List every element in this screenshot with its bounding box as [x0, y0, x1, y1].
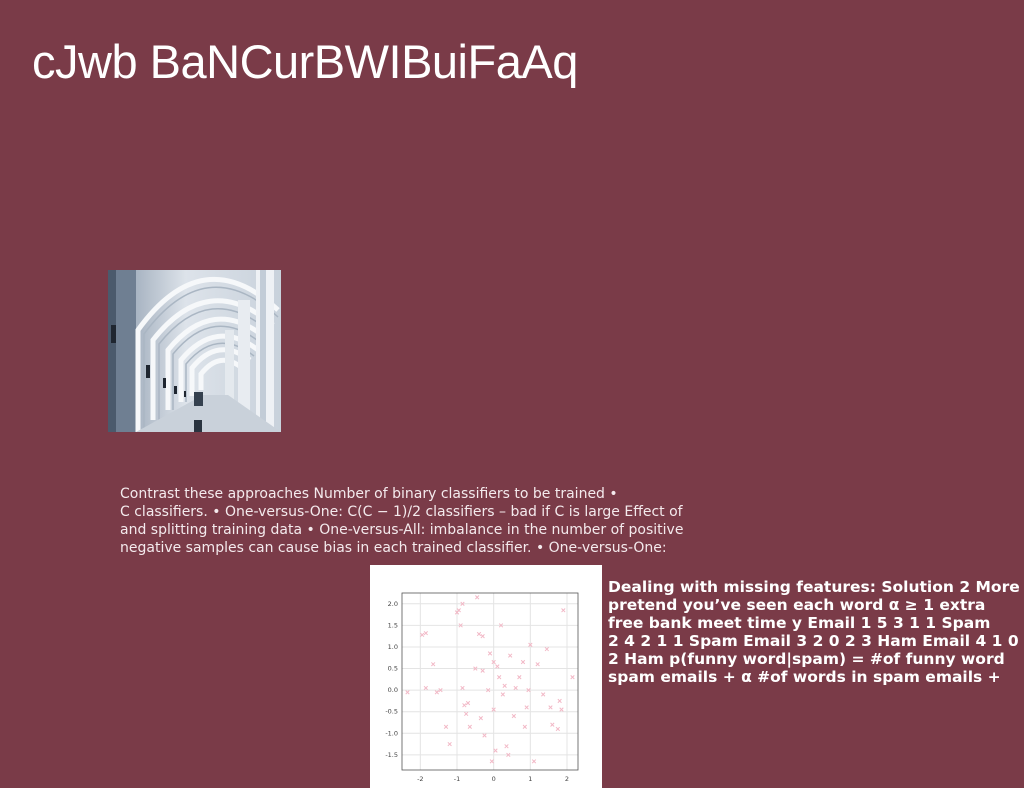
data-point [478, 716, 483, 721]
data-point [489, 759, 494, 764]
data-point [480, 668, 485, 673]
side-text-line: 2 Ham p(funny word|spam) = #of funny wor… [608, 650, 1005, 668]
side-text-line: 2 4 2 1 1 Spam Email 3 2 0 2 3 Ham Email… [608, 632, 1019, 650]
data-point [487, 651, 493, 656]
side-text-block: Dealing with missing features: Solution … [608, 578, 1024, 686]
data-point [557, 698, 562, 704]
y-tick-label: 0.0 [388, 686, 398, 694]
x-tick-label: 2 [565, 775, 569, 783]
x-tick-label: -2 [417, 775, 423, 783]
side-text-line: spam emails + α #of words in spam emails… [608, 668, 1001, 686]
slide-title: cJwb BaNCurBWIBuiFaAq [32, 35, 578, 88]
data-point [522, 724, 527, 729]
data-point [460, 601, 465, 606]
data-point [473, 666, 478, 671]
data-point [500, 692, 505, 697]
data-point [550, 722, 555, 727]
data-point [524, 705, 529, 710]
scatter-plot-image: -2 -1 0 1 2 2.0 1.5 1.0 0.5 0.0 -0.5 -1.0 -1.5 [370, 565, 602, 788]
data-point [508, 653, 513, 658]
data-point [486, 687, 491, 693]
data-point [531, 759, 537, 764]
data-point [555, 726, 560, 732]
data-point [526, 687, 531, 693]
data-point [498, 623, 504, 628]
paragraph-line: C classifiers. • One-versus-One: C(C − 1… [120, 504, 683, 520]
y-tick-label: 1.0 [388, 643, 398, 651]
paragraph-line: negative samples can cause bias in each … [120, 540, 667, 556]
data-point [513, 685, 518, 691]
data-point [423, 630, 428, 636]
y-tick-label: 0.5 [388, 665, 398, 673]
data-point [465, 700, 471, 706]
data-point [420, 632, 425, 638]
data-point [493, 748, 498, 753]
data-point [528, 642, 533, 647]
data-point [517, 675, 522, 680]
data-point [423, 685, 428, 691]
data-point [438, 687, 443, 693]
data-point [431, 662, 436, 667]
data-point [491, 659, 496, 665]
data-point [548, 705, 553, 710]
y-tick-label: -0.5 [385, 708, 398, 716]
data-point [460, 685, 465, 691]
paragraph-line: Contrast these approaches Number of bina… [120, 486, 618, 502]
data-point [447, 741, 452, 747]
data-point [482, 733, 487, 738]
y-tick-label: -1.5 [385, 751, 398, 759]
data-point [480, 634, 485, 639]
data-point [491, 707, 496, 712]
data-point [497, 675, 502, 680]
scatter-plot: -2 -1 0 1 2 2.0 1.5 1.0 0.5 0.0 -0.5 -1.0 -1.5 [385, 592, 579, 783]
side-text-line: pretend you’ve seen each word α ≥ 1 extr… [608, 596, 986, 614]
data-point [458, 623, 463, 628]
data-point [495, 664, 500, 669]
paragraph-line: and splitting training data • One-versus… [120, 522, 684, 538]
y-tick-label: 1.5 [388, 621, 398, 629]
data-point [535, 662, 540, 667]
side-text-line: free bank meet time y Email 1 5 3 1 1 Sp… [608, 614, 991, 632]
data-point [434, 690, 439, 695]
data-point [559, 707, 564, 712]
data-point [476, 631, 482, 637]
x-tick-label: -1 [454, 775, 460, 783]
side-text-line: Dealing with missing features: Solution … [608, 578, 1020, 596]
data-point [456, 608, 461, 613]
data-point [504, 744, 509, 749]
data-point [544, 646, 549, 652]
plot-frame [401, 592, 579, 771]
data-point [443, 724, 449, 729]
data-point [405, 690, 410, 695]
data-point [511, 713, 516, 719]
x-tick-label: 0 [492, 775, 496, 783]
data-point [570, 675, 575, 680]
data-point [475, 595, 480, 600]
body-paragraph: Contrast these approaches Number of bina… [120, 485, 710, 557]
data-point [462, 703, 467, 708]
data-point [467, 724, 472, 729]
data-point [502, 683, 507, 688]
data-point [520, 659, 526, 665]
data-point [464, 711, 469, 717]
y-tick-label: -1.0 [385, 729, 398, 737]
x-tick-label: 1 [528, 775, 532, 783]
y-tick-label: 2.0 [388, 600, 398, 608]
data-point [561, 608, 566, 613]
arched-corridor-image [108, 270, 281, 432]
data-point [506, 752, 511, 758]
arched-corridor-illustration [108, 270, 281, 432]
data-point [541, 692, 546, 697]
